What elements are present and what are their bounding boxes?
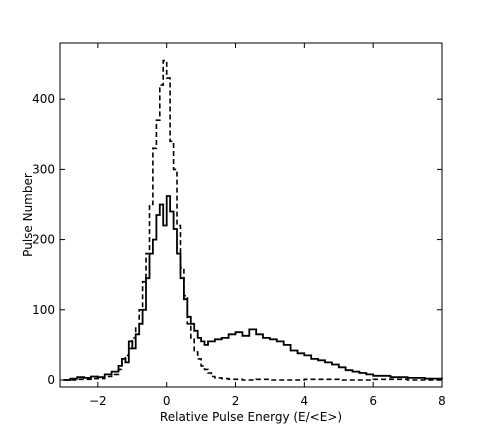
- y-tick-label: 0: [47, 373, 55, 387]
- y-tick-label: 100: [32, 303, 55, 317]
- series-group: [63, 59, 443, 381]
- x-tick-label: −2: [89, 394, 107, 408]
- y-tick-label: 200: [32, 233, 55, 247]
- y-tick-label: 300: [32, 162, 55, 176]
- x-tick-label: 4: [301, 394, 309, 408]
- x-tick-label: 8: [438, 394, 446, 408]
- x-tick-label: 6: [369, 394, 377, 408]
- y-axis-label: Pulse Number: [21, 173, 35, 257]
- plot-frame: [59, 42, 443, 388]
- series-dashed-line: [63, 59, 442, 381]
- x-axis-label: Relative Pulse Energy (E/<E>): [160, 410, 342, 424]
- y-tick-label: 400: [32, 92, 55, 106]
- series-solid-line: [63, 195, 443, 381]
- x-tick-label: 0: [163, 394, 171, 408]
- x-tick-label: 2: [232, 394, 240, 408]
- ticks: −2 0 2 4 6 8 0 100 200 300 400: [32, 43, 446, 408]
